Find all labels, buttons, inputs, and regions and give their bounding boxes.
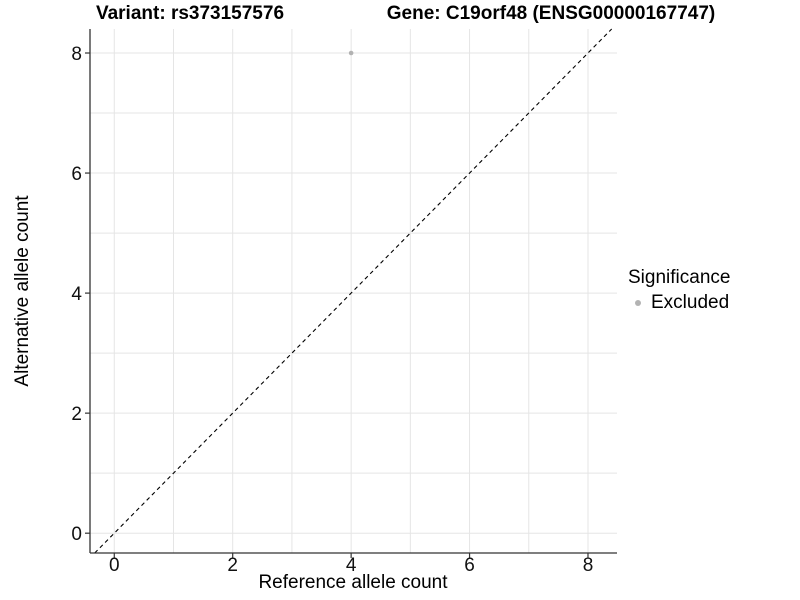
legend-key xyxy=(628,293,647,312)
legend-title: Significance xyxy=(628,267,731,288)
y-tick-label: 0 xyxy=(71,524,82,545)
y-tick-label: 6 xyxy=(71,164,82,185)
x-tick-label: 2 xyxy=(227,555,238,576)
x-axis-title: Reference allele count xyxy=(258,572,448,593)
legend-item-excluded: Excluded xyxy=(628,291,730,314)
y-tick-label: 8 xyxy=(71,44,82,65)
data-point xyxy=(348,50,354,56)
x-tick-label: 0 xyxy=(109,555,120,576)
x-tick-label: 6 xyxy=(464,555,475,576)
x-tick-label: 8 xyxy=(583,555,594,576)
plot-title-variant: Variant: rs373157576 xyxy=(95,3,285,24)
identity-line xyxy=(94,28,613,554)
x-tick-label: 4 xyxy=(346,555,357,576)
y-tick-label: 2 xyxy=(71,404,82,425)
excluded-dot-icon xyxy=(634,299,641,306)
legend-item-label: Excluded xyxy=(651,291,730,313)
y-axis-title: Alternative allele count xyxy=(12,195,33,387)
legend: Significance Excluded xyxy=(628,266,730,314)
y-tick-label: 4 xyxy=(71,284,82,305)
plot-title-gene: Gene: C19orf48 (ENSG00000167747) xyxy=(386,3,716,24)
